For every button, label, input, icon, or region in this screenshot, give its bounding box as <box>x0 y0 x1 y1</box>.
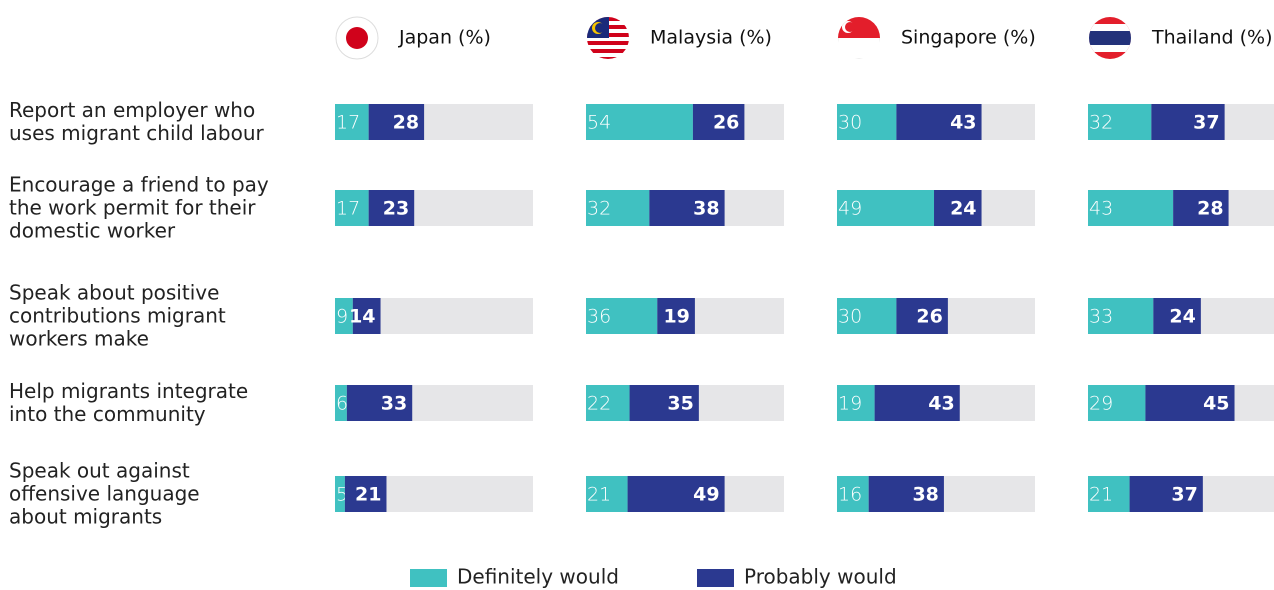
value-label: 30 <box>838 306 862 328</box>
bar-segment <box>1145 385 1235 421</box>
value-label: 45 <box>1203 393 1229 415</box>
value-label: 21 <box>355 484 381 506</box>
value-label: 33 <box>1089 306 1113 328</box>
value-label: 49 <box>838 198 862 220</box>
value-label: 6 <box>336 393 348 415</box>
bar-segment <box>934 190 982 226</box>
value-label: 35 <box>667 393 693 415</box>
bar-segment <box>657 298 695 334</box>
value-label: 17 <box>336 198 360 220</box>
flag-malaysia <box>587 17 629 59</box>
value-label: 32 <box>1089 112 1113 134</box>
value-label: 16 <box>838 484 862 506</box>
legend-label: Definitely would <box>457 565 619 589</box>
bar-segment <box>896 298 948 334</box>
value-label: 17 <box>336 112 360 134</box>
category-label: Encourage a friend to pay the work permi… <box>9 172 269 243</box>
bar-segment <box>629 385 699 421</box>
bar-segment <box>868 476 944 512</box>
bar-segment <box>874 385 960 421</box>
bar-segment <box>335 190 369 226</box>
value-label: 28 <box>1197 198 1223 220</box>
bar-segment <box>1088 476 1130 512</box>
bar-segment <box>368 104 425 140</box>
bar-segment <box>335 298 353 334</box>
bar-segment <box>1088 190 1174 226</box>
value-label: 24 <box>1169 306 1195 328</box>
panel-title: Thailand (%) <box>1151 27 1273 49</box>
value-label: 30 <box>838 112 862 134</box>
value-label: 37 <box>1171 484 1197 506</box>
panel-title: Singapore (%) <box>901 27 1036 49</box>
value-label: 28 <box>393 112 419 134</box>
bar-segment <box>837 190 935 226</box>
bar-segment <box>649 190 725 226</box>
value-label: 43 <box>950 112 976 134</box>
bar-segment <box>335 104 369 140</box>
bar-segment <box>1129 476 1203 512</box>
flag-singapore <box>838 17 880 59</box>
bar-segment <box>586 190 650 226</box>
category-label: Speak about positive contributions migra… <box>9 280 226 351</box>
bar-segment <box>837 385 875 421</box>
legend-label: Probably would <box>744 565 897 589</box>
value-label: 21 <box>587 484 611 506</box>
value-label: 9 <box>336 306 348 328</box>
bar-segment <box>1088 385 1146 421</box>
bar-segment <box>837 104 897 140</box>
bar-segment <box>896 104 982 140</box>
value-label: 23 <box>383 198 409 220</box>
legend-swatch <box>697 569 734 587</box>
bar-segment <box>837 476 869 512</box>
value-label: 29 <box>1089 393 1113 415</box>
panel-title: Malaysia (%) <box>650 27 772 49</box>
bar-segment <box>344 476 387 512</box>
value-label: 22 <box>587 393 611 415</box>
bar-segment <box>335 385 347 421</box>
value-label: 38 <box>693 198 719 220</box>
value-label: 54 <box>587 112 611 134</box>
bar-segment <box>586 298 658 334</box>
category-label: Speak out against offensive language abo… <box>9 458 200 529</box>
bar-segment <box>586 385 630 421</box>
value-label: 14 <box>349 306 375 328</box>
bar-segment <box>837 298 897 334</box>
value-label: 33 <box>381 393 407 415</box>
bar-segment <box>335 476 345 512</box>
value-label: 43 <box>1089 198 1113 220</box>
bar-segment <box>1088 104 1152 140</box>
legend-swatch <box>410 569 447 587</box>
bar-segment <box>352 298 381 334</box>
value-label: 26 <box>916 306 942 328</box>
value-label: 24 <box>950 198 976 220</box>
bar-segment <box>586 104 693 140</box>
value-label: 36 <box>587 306 611 328</box>
panel-title: Japan (%) <box>398 27 491 49</box>
flag-japan <box>335 16 379 60</box>
bar-segment <box>586 476 628 512</box>
bar-segment <box>346 385 413 421</box>
bar-segment <box>1088 298 1154 334</box>
value-label: 43 <box>928 393 954 415</box>
category-label: Help migrants integrate into the communi… <box>9 379 249 426</box>
value-label: 19 <box>838 393 862 415</box>
bar-segment <box>1153 298 1201 334</box>
value-label: 21 <box>1089 484 1113 506</box>
value-label: 37 <box>1193 112 1219 134</box>
value-label: 38 <box>912 484 938 506</box>
bar-segment <box>1173 190 1229 226</box>
bar-segment <box>1151 104 1225 140</box>
bar-segment <box>627 476 725 512</box>
value-label: 49 <box>693 484 719 506</box>
value-label: 26 <box>713 112 739 134</box>
bar-segment <box>368 190 415 226</box>
value-label: 19 <box>663 306 689 328</box>
bar-segment <box>692 104 745 140</box>
flag-thailand <box>1089 17 1131 59</box>
value-label: 32 <box>587 198 611 220</box>
category-label: Report an employer who uses migrant chil… <box>9 98 264 145</box>
